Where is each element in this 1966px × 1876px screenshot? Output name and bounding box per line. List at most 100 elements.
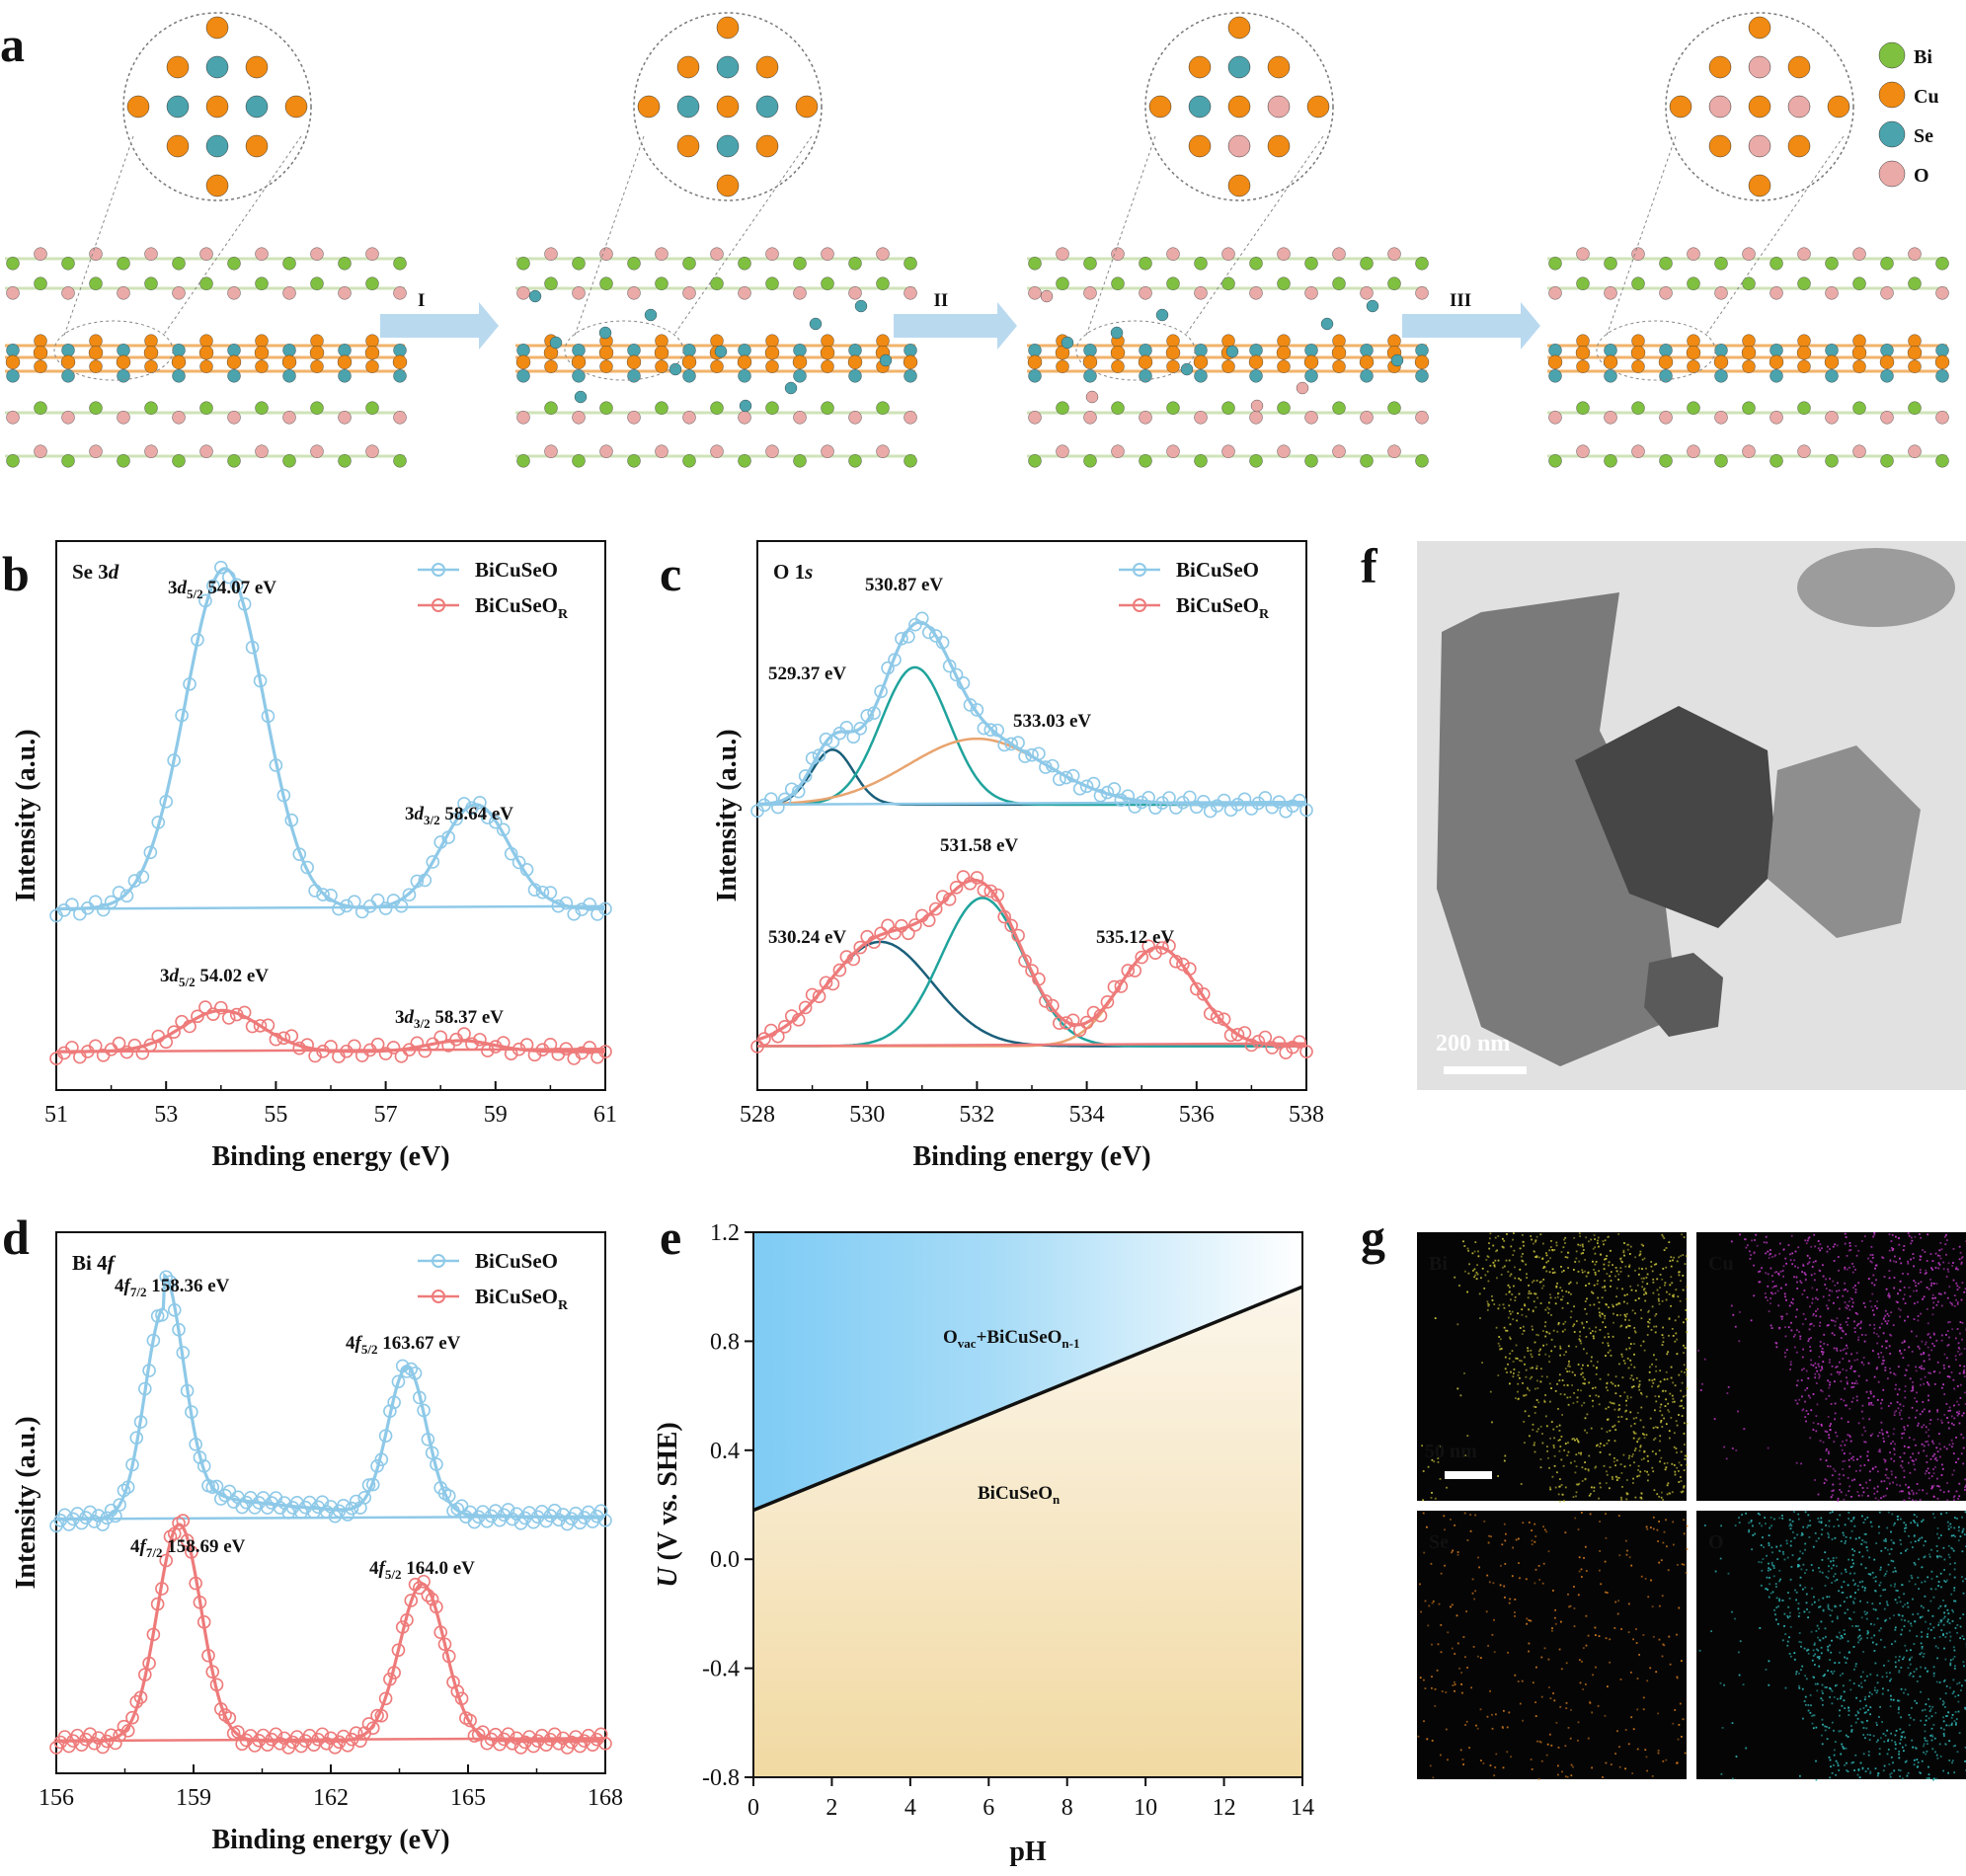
panel-d-letter: d xyxy=(2,1210,30,1265)
legend-label: BiCuSeO xyxy=(475,558,558,582)
x-tick-label: 55 xyxy=(264,1102,287,1128)
x-tick-label: 14 xyxy=(1291,1795,1314,1821)
fit-line-BiCuSeO_R xyxy=(757,881,1306,1047)
migrating-atom xyxy=(1226,346,1238,357)
peak-annotation: 3d5/2 54.02 eV xyxy=(160,966,269,989)
x-tick-label: 51 xyxy=(44,1102,68,1128)
peak-annotation: 3d3/2 58.37 eV xyxy=(395,1007,504,1031)
eds-scale-bar xyxy=(1445,1471,1492,1479)
peak-annotation: 3d5/2 54.07 eV xyxy=(168,578,276,601)
panel-f-letter: f xyxy=(1361,538,1378,593)
tem-scale-bar xyxy=(1444,1066,1527,1074)
x-tick-label: 59 xyxy=(484,1102,508,1128)
map-label: O xyxy=(1708,1531,1724,1553)
panel-c-letter: c xyxy=(660,546,681,601)
inset-2 xyxy=(565,13,822,380)
panel-e-letter: e xyxy=(660,1210,681,1265)
crystal-block-2 xyxy=(515,248,917,468)
data-point xyxy=(544,887,556,899)
crystal-block-3 xyxy=(1027,248,1429,468)
x-tick-label: 8 xyxy=(1062,1795,1073,1821)
data-point xyxy=(903,927,914,939)
atom-legend: BiCuSeO xyxy=(1879,42,1939,187)
eds-scale-label: 50 nm xyxy=(1425,1441,1477,1462)
data-point xyxy=(1033,747,1045,759)
migrating-atom xyxy=(1041,290,1053,302)
x-tick-label: 53 xyxy=(154,1102,178,1128)
y-axis-label: Intensity (a.u.) xyxy=(11,729,41,901)
inset-4 xyxy=(1597,13,1853,380)
migrating-atom xyxy=(1181,363,1193,375)
legend-label: BiCuSeOR xyxy=(475,593,569,622)
y-tick-label: 0.4 xyxy=(710,1439,740,1464)
y-tick-label: -0.4 xyxy=(702,1657,740,1682)
x-tick-label: 6 xyxy=(983,1795,994,1821)
map-label: Se xyxy=(1429,1531,1449,1553)
data-point xyxy=(958,871,970,883)
panel-g-eds-maps: g Bi Cu Se O 50 nm xyxy=(1361,1210,1966,1781)
step-arrow-2 xyxy=(894,302,1017,350)
x-tick-label: 168 xyxy=(588,1785,623,1811)
panel-b-letter: b xyxy=(2,546,30,601)
y-tick-label: 1.2 xyxy=(710,1220,740,1246)
x-tick-label: 536 xyxy=(1179,1102,1215,1128)
migrating-atom xyxy=(575,391,587,403)
peak-annotation: 529.37 eV xyxy=(768,664,846,684)
migrating-atom xyxy=(785,382,797,394)
x-tick-label: 2 xyxy=(826,1795,837,1821)
y-tick-label: -0.8 xyxy=(702,1765,740,1791)
migrating-atom xyxy=(1156,309,1168,321)
migrating-atom xyxy=(855,300,867,312)
chart-title: Se 3d xyxy=(72,560,119,584)
legend-Bi-icon xyxy=(1879,42,1905,68)
plot-frame xyxy=(56,541,605,1090)
legend-label: BiCuSeO xyxy=(475,1249,558,1273)
eds-map-Cu: Cu xyxy=(1696,1232,1966,1502)
peak-annotation: 530.87 eV xyxy=(865,575,943,595)
y-axis-label: Intensity (a.u.) xyxy=(11,1416,41,1589)
data-point xyxy=(199,1001,211,1013)
peak-annotation: 4f7/2 158.69 eV xyxy=(130,1536,246,1560)
migrating-atom xyxy=(1086,391,1098,403)
peak-annotation: 530.24 eV xyxy=(768,927,846,948)
migrating-atom xyxy=(1391,354,1403,366)
x-tick-label: 534 xyxy=(1069,1102,1105,1128)
data-point xyxy=(1259,1032,1271,1044)
data-point xyxy=(395,1051,407,1062)
fit-line-BiCuSeO xyxy=(56,1276,604,1519)
legend-O-icon xyxy=(1879,161,1905,187)
migrating-atom xyxy=(740,400,751,412)
migrating-atom xyxy=(599,327,611,339)
chart-title: Bi 4f xyxy=(72,1251,117,1275)
step-label-3: III xyxy=(1450,290,1471,311)
legend-label: BiCuSeOR xyxy=(475,1285,569,1313)
step-arrow-1 xyxy=(380,302,499,350)
peak-annotation: 4f5/2 164.0 eV xyxy=(369,1558,475,1582)
legend-Se-label: Se xyxy=(1914,125,1933,147)
data-point xyxy=(826,736,838,747)
x-tick-label: 162 xyxy=(313,1785,349,1811)
map-label: Bi xyxy=(1429,1253,1448,1275)
crystal-block-1 xyxy=(5,248,407,468)
x-tick-label: 530 xyxy=(849,1102,885,1128)
component-peak-1 xyxy=(757,942,1306,1047)
step-label-1: I xyxy=(418,290,425,311)
inset-1 xyxy=(54,13,311,380)
y-tick-label: 0.8 xyxy=(710,1329,740,1355)
baseline xyxy=(56,906,605,909)
migrating-atom xyxy=(1297,382,1308,394)
peak-annotation: 4f5/2 163.67 eV xyxy=(346,1333,461,1357)
migrating-atom xyxy=(1251,400,1263,412)
y-axis-label: U (V vs. SHE) xyxy=(653,1422,683,1588)
inset-3 xyxy=(1076,13,1333,380)
plot-frame xyxy=(757,541,1306,1090)
x-axis-label: pH xyxy=(1009,1837,1047,1867)
migrating-atom xyxy=(1111,327,1123,339)
panel-g-letter: g xyxy=(1361,1210,1385,1265)
x-tick-label: 10 xyxy=(1134,1795,1157,1821)
legend-label: BiCuSeO xyxy=(1176,558,1259,582)
data-point xyxy=(285,1030,297,1042)
